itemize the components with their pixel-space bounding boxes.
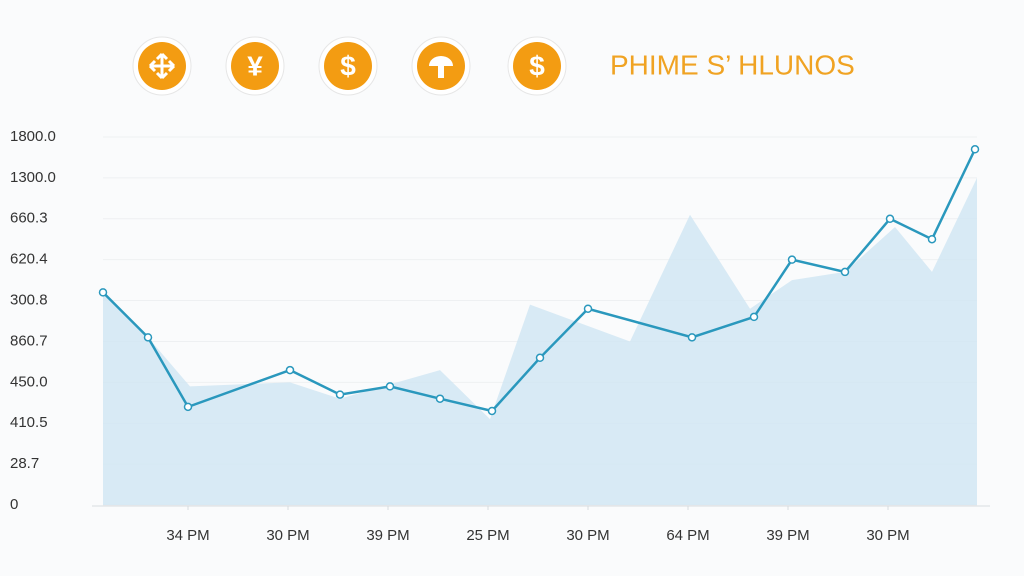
point — [970, 145, 980, 154]
y-tick-label: 0 — [10, 496, 18, 513]
y-tick-label: 860.7 — [10, 332, 48, 349]
y-tick-label: 1800.0 — [10, 128, 56, 145]
icon: $ — [507, 36, 567, 96]
point — [840, 267, 850, 277]
y-tick-label: 450.0 — [10, 373, 48, 390]
point — [535, 353, 545, 363]
y-tick-label: 1300.0 — [10, 169, 56, 186]
icon: ¥ — [225, 36, 285, 96]
icon: $ — [318, 36, 378, 96]
point — [385, 382, 395, 391]
point — [285, 365, 295, 375]
point — [335, 390, 345, 399]
icon-symbol: $ — [529, 50, 545, 81]
title: PHIME S’ HLUNOS — [610, 49, 855, 80]
point — [687, 333, 697, 342]
y-tick-label: 660.3 — [10, 210, 48, 227]
icon-symbol: $ — [340, 50, 356, 81]
point — [183, 402, 193, 412]
x-tick-label: 34 PM — [166, 527, 209, 544]
y-tick-label: 300.8 — [10, 292, 48, 309]
point — [885, 214, 895, 224]
point — [787, 255, 797, 264]
y-tick-label: 28.7 — [10, 455, 39, 472]
icon — [411, 36, 471, 96]
x-tick-label: 30 PM — [266, 527, 309, 544]
area — [103, 177, 977, 505]
icon — [132, 36, 192, 96]
x-tick-label: 39 PM — [766, 527, 809, 544]
point — [487, 406, 497, 416]
point — [435, 394, 445, 403]
x-tick-label: 30 PM — [866, 527, 909, 544]
point — [927, 234, 937, 244]
point — [98, 288, 108, 297]
x-tick-label: 64 PM — [666, 527, 709, 544]
y-tick-label: 620.4 — [10, 251, 48, 268]
icon-row: ¥ $ $ — [132, 36, 567, 96]
plot: 0 28.7 410.5 450.0 860.7 300.8 620.4 660.3 1300.… — [10, 128, 990, 544]
x-tick-label: 25 PM — [466, 527, 509, 544]
point — [749, 312, 759, 322]
x-tick-label: 39 PM — [366, 527, 409, 544]
icon-symbol: ¥ — [247, 50, 263, 81]
point — [583, 304, 593, 313]
y-tick-label: 410.5 — [10, 414, 48, 431]
point — [143, 333, 153, 342]
x-tick-label: 30 PM — [566, 527, 609, 544]
